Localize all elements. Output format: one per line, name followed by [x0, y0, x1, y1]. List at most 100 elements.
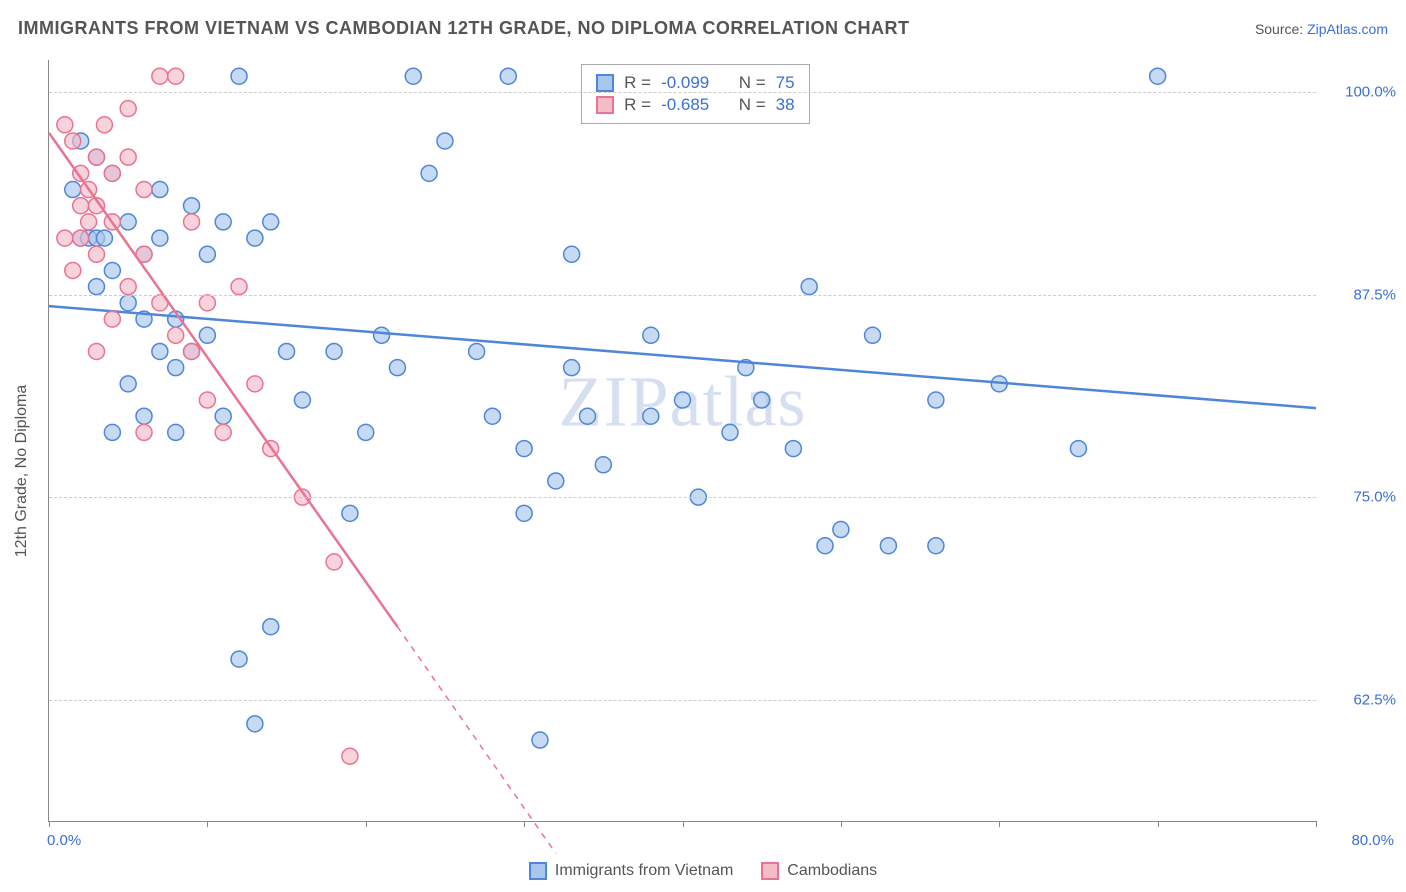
scatter-point [215, 214, 231, 230]
legend-label: Immigrants from Vietnam [555, 862, 733, 880]
scatter-point [199, 327, 215, 343]
scatter-point [564, 246, 580, 262]
scatter-point [928, 392, 944, 408]
correlation-row: R = -0.685 N = 38 [596, 95, 794, 115]
scatter-point [437, 133, 453, 149]
scatter-point [81, 214, 97, 230]
scatter-point [342, 748, 358, 764]
legend-label: Cambodians [787, 862, 877, 880]
scatter-point [326, 554, 342, 570]
scatter-point [247, 716, 263, 732]
bottom-legend: Immigrants from Vietnam Cambodians [0, 862, 1406, 880]
scatter-point [120, 149, 136, 165]
legend-swatch [596, 96, 614, 114]
n-value: 75 [776, 73, 795, 93]
scatter-point [231, 651, 247, 667]
legend-item: Cambodians [761, 862, 877, 880]
scatter-point [73, 230, 89, 246]
scatter-point [817, 538, 833, 554]
scatter-point [833, 522, 849, 538]
scatter-point [279, 343, 295, 359]
scatter-point [754, 392, 770, 408]
scatter-point [57, 230, 73, 246]
scatter-point [421, 165, 437, 181]
scatter-point [500, 68, 516, 84]
scatter-point [675, 392, 691, 408]
scatter-point [152, 230, 168, 246]
scatter-point [104, 311, 120, 327]
scatter-point [184, 343, 200, 359]
scatter-point [89, 246, 105, 262]
correlation-row: R = -0.099 N = 75 [596, 73, 794, 93]
scatter-point [1150, 68, 1166, 84]
r-value: -0.099 [661, 73, 709, 93]
y-tick-label: 87.5% [1326, 286, 1396, 303]
scatter-point [643, 327, 659, 343]
scatter-point [104, 424, 120, 440]
scatter-point [199, 246, 215, 262]
scatter-point [199, 392, 215, 408]
scatter-point [215, 424, 231, 440]
scatter-point [89, 149, 105, 165]
scatter-point [595, 457, 611, 473]
chart-title: IMMIGRANTS FROM VIETNAM VS CAMBODIAN 12T… [18, 18, 910, 39]
scatter-point [89, 343, 105, 359]
scatter-point [96, 117, 112, 133]
scatter-point [120, 101, 136, 117]
legend-swatch [596, 74, 614, 92]
chart-container: 12th Grade, No Diploma ZIPatlas R = -0.0… [0, 50, 1406, 892]
scatter-point [374, 327, 390, 343]
scatter-point [120, 376, 136, 392]
plot-area: ZIPatlas R = -0.099 N = 75 R = -0.685 N … [48, 60, 1316, 822]
scatter-point [136, 408, 152, 424]
scatter-point [184, 214, 200, 230]
scatter-point [294, 392, 310, 408]
scatter-point [263, 619, 279, 635]
scatter-point [865, 327, 881, 343]
trend-line [49, 133, 397, 627]
scatter-point [548, 473, 564, 489]
scatter-point [104, 165, 120, 181]
scatter-point [168, 327, 184, 343]
scatter-point [152, 182, 168, 198]
scatter-point [120, 279, 136, 295]
y-axis-label: 12th Grade, No Diploma [13, 385, 31, 558]
scatter-point [358, 424, 374, 440]
scatter-point [168, 68, 184, 84]
scatter-point [136, 182, 152, 198]
scatter-point [120, 295, 136, 311]
scatter-point [184, 198, 200, 214]
scatter-point [564, 360, 580, 376]
scatter-point [152, 343, 168, 359]
scatter-point [469, 343, 485, 359]
scatter-point [73, 198, 89, 214]
scatter-point [389, 360, 405, 376]
scatter-point [579, 408, 595, 424]
scatter-point [231, 68, 247, 84]
scatter-point [65, 182, 81, 198]
scatter-point [136, 424, 152, 440]
plot-svg [49, 60, 1316, 821]
scatter-point [1070, 441, 1086, 457]
correlation-legend-box: R = -0.099 N = 75 R = -0.685 N = 38 [581, 64, 809, 124]
source-attribution: Source: ZipAtlas.com [1255, 21, 1388, 37]
scatter-point [231, 279, 247, 295]
scatter-point [928, 538, 944, 554]
scatter-point [342, 505, 358, 521]
n-value: 38 [776, 95, 795, 115]
chart-header: IMMIGRANTS FROM VIETNAM VS CAMBODIAN 12T… [18, 18, 1388, 39]
scatter-point [89, 279, 105, 295]
scatter-point [516, 441, 532, 457]
scatter-point [532, 732, 548, 748]
source-link[interactable]: ZipAtlas.com [1307, 21, 1388, 37]
y-tick-label: 100.0% [1326, 84, 1396, 101]
scatter-point [96, 230, 112, 246]
scatter-point [643, 408, 659, 424]
scatter-point [880, 538, 896, 554]
scatter-point [484, 408, 500, 424]
y-tick-label: 75.0% [1326, 489, 1396, 506]
legend-swatch [761, 862, 779, 880]
scatter-point [168, 360, 184, 376]
scatter-point [247, 230, 263, 246]
scatter-point [263, 214, 279, 230]
